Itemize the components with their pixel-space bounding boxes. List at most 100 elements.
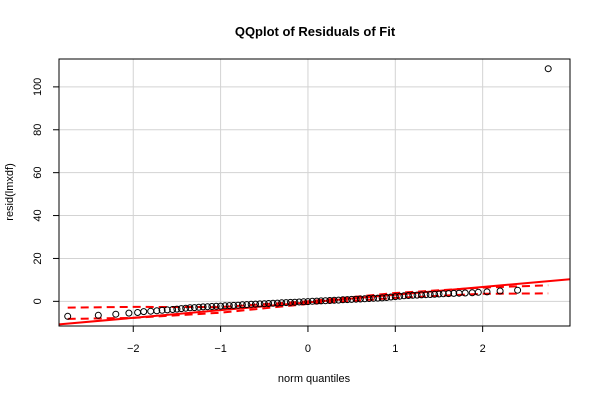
data-point-18 (204, 303, 211, 311)
data-point-59 (383, 294, 391, 301)
y-tick-label-4: 80 (32, 124, 44, 136)
data-point-50 (343, 296, 351, 304)
y-tick-label-3: 60 (32, 167, 44, 179)
y-axis-label: resid(lmxdf) (4, 163, 16, 220)
data-point-46 (326, 297, 334, 304)
data-point-70 (431, 290, 439, 298)
data-point-6 (147, 307, 155, 315)
data-point-10 (169, 306, 177, 313)
data-point-41 (304, 298, 312, 306)
data-point-1 (94, 311, 102, 319)
data-point-47 (330, 296, 338, 304)
data-point-80 (496, 287, 504, 295)
chart-title: QQplot of Residuals of Fit (235, 24, 396, 39)
data-point-16 (195, 303, 203, 311)
data-point-40 (300, 298, 308, 306)
x-tick-label-1: −1 (214, 343, 227, 355)
y-axis: 0 20 40 60 80 100 (32, 78, 59, 304)
data-point-25 (234, 301, 242, 309)
data-point-39 (295, 298, 303, 306)
data-point-34 (273, 299, 281, 307)
data-point-61 (391, 293, 399, 301)
data-point-49 (339, 296, 347, 304)
data-point-52 (352, 295, 360, 303)
data-point-43 (313, 297, 321, 305)
data-point-44 (317, 297, 325, 305)
data-point-42 (308, 297, 316, 305)
data-point-68 (422, 291, 430, 299)
data-point-51 (348, 295, 356, 303)
data-point-26 (238, 301, 246, 309)
data-point-9 (163, 306, 171, 314)
data-point-48 (335, 296, 342, 304)
data-point-20 (212, 302, 220, 310)
y-tick-label-5: 100 (32, 78, 44, 96)
x-axis-label: norm quantiles (278, 373, 351, 385)
data-point-4 (134, 309, 142, 316)
data-point-56 (370, 294, 377, 302)
confidence-band-upper (67, 284, 549, 309)
data-point-29 (252, 300, 259, 308)
data-point-22 (221, 302, 229, 310)
data-point-11 (173, 305, 181, 313)
data-point-32 (265, 300, 273, 307)
data-point-3 (125, 309, 133, 317)
fit-line-layer (58, 278, 571, 326)
data-point-57 (374, 294, 382, 302)
data-point-13 (182, 304, 190, 312)
data-point-23 (225, 302, 233, 310)
data-point-5 (140, 308, 148, 316)
data-point-82 (544, 65, 552, 73)
x-tick-label-4: 2 (480, 343, 486, 355)
data-point-21 (217, 302, 225, 310)
data-point-53 (356, 295, 364, 303)
x-axis: −2 −1 0 1 2 (127, 326, 486, 355)
data-point-65 (409, 291, 417, 299)
data-point-38 (291, 298, 299, 306)
data-point-72 (439, 290, 447, 298)
y-tick-label-1: 20 (32, 252, 44, 264)
x-tick-label-3: 1 (392, 343, 398, 355)
x-tick-label-0: −2 (127, 343, 140, 355)
data-point-66 (413, 291, 421, 299)
data-point-35 (278, 299, 286, 307)
data-point-71 (435, 290, 443, 298)
data-point-76 (461, 289, 469, 297)
data-point-81 (514, 286, 522, 294)
x-tick-label-2: 0 (305, 343, 311, 355)
data-point-27 (243, 301, 251, 309)
data-point-58 (378, 294, 386, 302)
data-point-33 (269, 299, 277, 307)
data-point-69 (426, 291, 434, 298)
data-point-19 (208, 303, 216, 310)
data-point-7 (153, 307, 161, 315)
data-point-8 (158, 306, 166, 314)
data-point-60 (387, 293, 395, 301)
y-tick-label-0: 0 (32, 298, 44, 304)
y-tick-label-2: 40 (32, 209, 44, 221)
data-point-67 (418, 291, 425, 299)
plot-frame (58, 58, 571, 327)
data-point-74 (450, 289, 458, 297)
data-point-28 (247, 300, 255, 308)
data-point-78 (474, 288, 482, 296)
data-point-37 (287, 298, 294, 306)
data-point-45 (321, 297, 329, 305)
data-point-12 (177, 305, 185, 313)
data-points (64, 65, 552, 320)
data-point-17 (199, 303, 207, 311)
data-point-2 (112, 310, 120, 318)
data-point-24 (230, 301, 238, 309)
data-point-62 (396, 292, 404, 300)
data-point-36 (282, 299, 290, 307)
data-point-31 (260, 300, 268, 308)
data-point-30 (256, 300, 264, 308)
data-point-0 (64, 312, 72, 320)
data-point-64 (404, 292, 412, 299)
data-point-15 (190, 304, 198, 312)
data-point-63 (400, 292, 408, 300)
data-point-79 (483, 288, 491, 296)
data-point-73 (445, 290, 453, 298)
data-point-55 (365, 295, 373, 302)
